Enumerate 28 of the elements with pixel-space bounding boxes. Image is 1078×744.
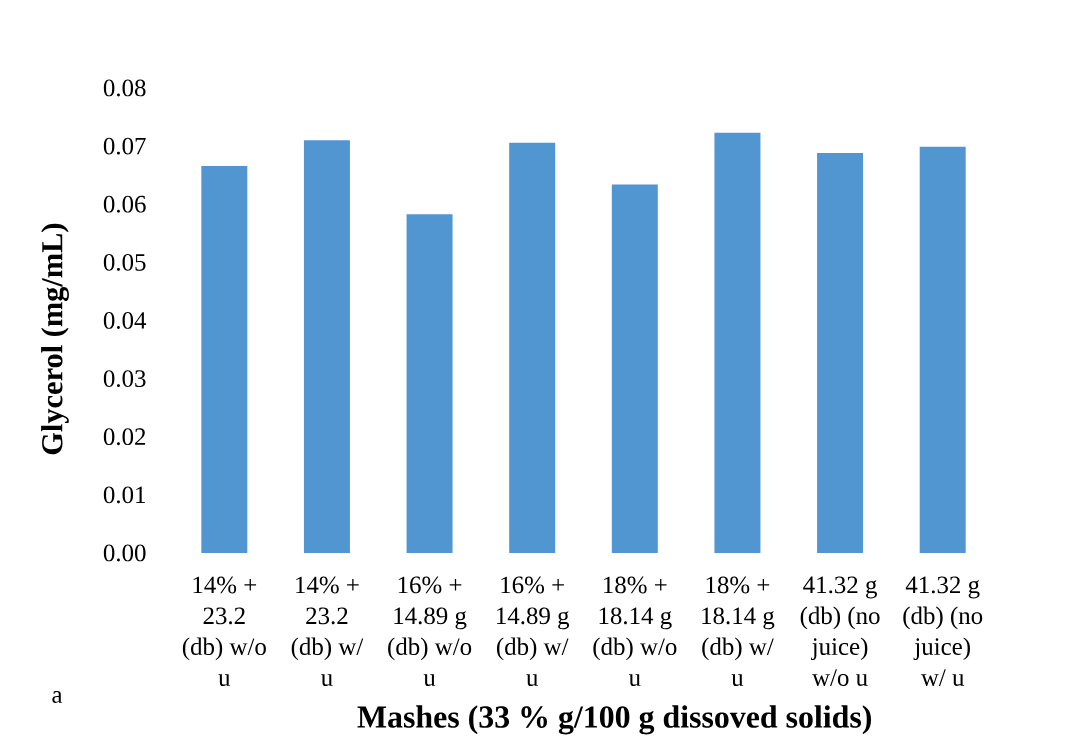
x-tick-label: 41.32 g (db) (no juice) w/ u — [903, 576, 983, 686]
y-tick-label: 0.03 — [103, 370, 146, 388]
bar — [509, 142, 556, 553]
x-tick-label: 41.32 g (db) (no juice) w/o u — [800, 576, 880, 686]
y-tick-label: 0.08 — [103, 79, 146, 97]
y-tick-label: 0.05 — [103, 253, 146, 271]
x-tick-label: 18% + 18.14 g (db) w/o u — [593, 576, 677, 686]
bar — [714, 132, 761, 553]
y-tick-label: 0.00 — [103, 544, 146, 562]
x-tick-label: 14% + 23.2 (db) w/ u — [291, 576, 364, 686]
x-tick-label: 18% + 18.14 g (db) w/ u — [702, 576, 775, 686]
y-axis-title: Glycerol (mg/mL) — [41, 223, 69, 455]
y-tick-label: 0.01 — [103, 486, 145, 504]
x-tick-label: 16% + 14.89 g (db) w/ u — [496, 576, 570, 686]
bar — [611, 184, 658, 553]
bar — [919, 146, 966, 553]
bar — [201, 165, 248, 553]
y-tick-label: 0.06 — [103, 195, 146, 213]
bar — [817, 153, 864, 553]
y-tick-label: 0.02 — [103, 428, 146, 446]
x-tick-label: 14% + 23.2 (db) w/o u — [182, 576, 266, 686]
x-tick-label: 16% + 14.89 g (db) w/o u — [388, 576, 472, 686]
x-axis-title: Mashes (33 % g/100 g dissoved solids) — [357, 705, 872, 735]
y-tick-label: 0.07 — [103, 137, 146, 155]
bar — [303, 140, 350, 553]
text: a — [52, 691, 63, 703]
bar — [406, 214, 453, 553]
y-tick-label: 0.04 — [103, 312, 147, 329]
